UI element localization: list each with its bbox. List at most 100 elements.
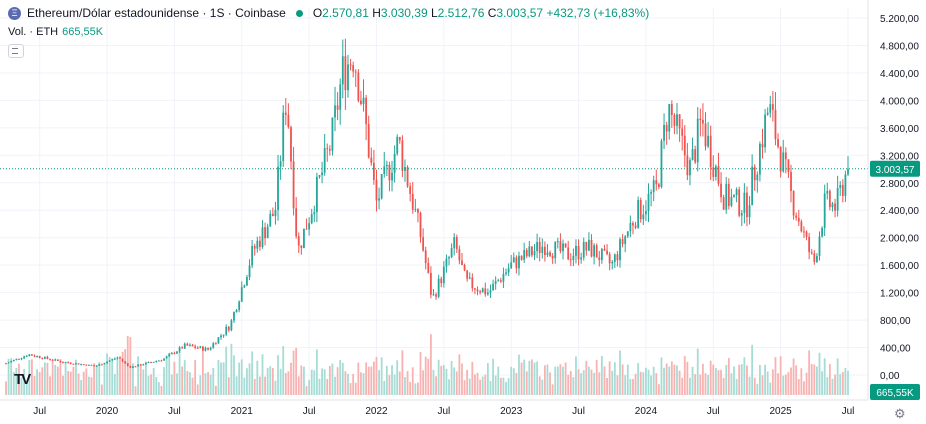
candle-body [225, 326, 228, 335]
candle-body [98, 364, 101, 366]
candle-body [38, 356, 41, 358]
candle-body [417, 209, 419, 213]
volume-bar [20, 377, 23, 395]
volume-bar [235, 376, 238, 395]
candle-body [315, 176, 318, 213]
candle-body [230, 320, 233, 331]
volume-bar [686, 361, 689, 395]
time-tick-label: Jul [437, 406, 450, 417]
volume-bar [23, 368, 26, 395]
time-axis: Jul 2020 Jul 2021 Jul 2022 Jul 2023 Jul 2024 Jul 20… [0, 399, 868, 417]
candle-body [238, 301, 241, 311]
candle-body [310, 214, 313, 224]
candle-body [808, 236, 811, 253]
collapse-legend-button[interactable] [8, 44, 24, 58]
volume-bar [518, 354, 520, 395]
volume-bar [365, 362, 368, 395]
candle-body [538, 241, 541, 253]
volume-bar [792, 358, 795, 395]
price-tick-label: 2.800,00 [880, 179, 919, 190]
candle-body [344, 56, 347, 91]
volume-bar [111, 361, 114, 395]
candle-body [650, 192, 653, 194]
candle-body [551, 255, 554, 259]
candle-body [681, 128, 684, 136]
candle-body [639, 199, 642, 220]
candle-body [831, 203, 834, 208]
volume-bar [243, 377, 246, 395]
candle-body [665, 124, 668, 132]
volume-bar [33, 376, 36, 395]
candle-body [445, 258, 448, 267]
volume-bar [271, 367, 274, 395]
candle-body [722, 197, 725, 210]
volume-bar [295, 347, 298, 395]
volume-bar [233, 355, 235, 395]
candle-body [429, 272, 432, 295]
volume-bar [616, 375, 619, 395]
volume-bar [119, 359, 121, 395]
candle-body [157, 360, 160, 362]
candle-body [370, 157, 373, 163]
volume-bar [160, 385, 163, 395]
candle-body [124, 361, 127, 364]
volume-bar [611, 370, 614, 395]
candle-body [33, 355, 36, 357]
candle-body [709, 135, 712, 168]
candle-body [468, 277, 471, 279]
volume-label: Vol. · ETH [8, 26, 59, 38]
candle-body [691, 149, 694, 161]
volume-bar [41, 367, 44, 395]
candle-body [756, 174, 759, 181]
candle-body [150, 362, 152, 364]
volume-bar [759, 364, 761, 395]
volume-bar [352, 373, 355, 395]
volume-bar [751, 344, 754, 395]
candle-body [271, 213, 274, 217]
volume-bar [585, 360, 588, 395]
candle-body [414, 209, 417, 211]
volume-bar [647, 369, 650, 395]
volume-bar [238, 362, 241, 395]
volume-bar [354, 382, 357, 395]
volume-bar [406, 371, 409, 395]
volume-bar [709, 360, 712, 395]
candle-body [686, 155, 689, 176]
candle-body [455, 237, 458, 250]
tradingview-logo[interactable]: TV [14, 371, 31, 388]
volume-bar [634, 373, 637, 395]
volume-bar [212, 367, 215, 395]
volume-bar [147, 375, 150, 395]
candle-body [834, 203, 836, 211]
candle-body [533, 251, 536, 256]
volume-bar [707, 374, 710, 395]
candle-body [782, 152, 785, 172]
candle-body [300, 245, 303, 249]
candle-body [424, 250, 427, 264]
volume-bar [284, 373, 287, 395]
candle-body [621, 239, 624, 245]
volume-bar [15, 367, 18, 395]
ethereum-icon: Ξ [8, 6, 21, 20]
candle-body [673, 115, 676, 126]
symbol-title[interactable]: Ethereum/Dólar estadounidense · 1S · Coi… [27, 6, 286, 20]
candle-body [93, 365, 95, 367]
volume-bar [315, 349, 318, 395]
candle-body [774, 109, 777, 140]
gear-icon[interactable]: ⚙ [894, 406, 906, 421]
time-tick-label: Jul [33, 406, 46, 417]
candle-body [608, 254, 611, 264]
candle-body [323, 148, 326, 173]
candle-body [600, 248, 603, 260]
open-value: 2.570,81 [322, 6, 369, 20]
volume-bar [515, 372, 518, 395]
candle-body [248, 265, 251, 278]
candle-body [655, 180, 658, 185]
candle-body [233, 312, 235, 321]
candle-body [479, 291, 482, 293]
candle-body [49, 358, 51, 360]
volume-bar [533, 362, 536, 395]
volume-bar [391, 365, 393, 395]
time-tick-label: 2020 [96, 406, 119, 417]
